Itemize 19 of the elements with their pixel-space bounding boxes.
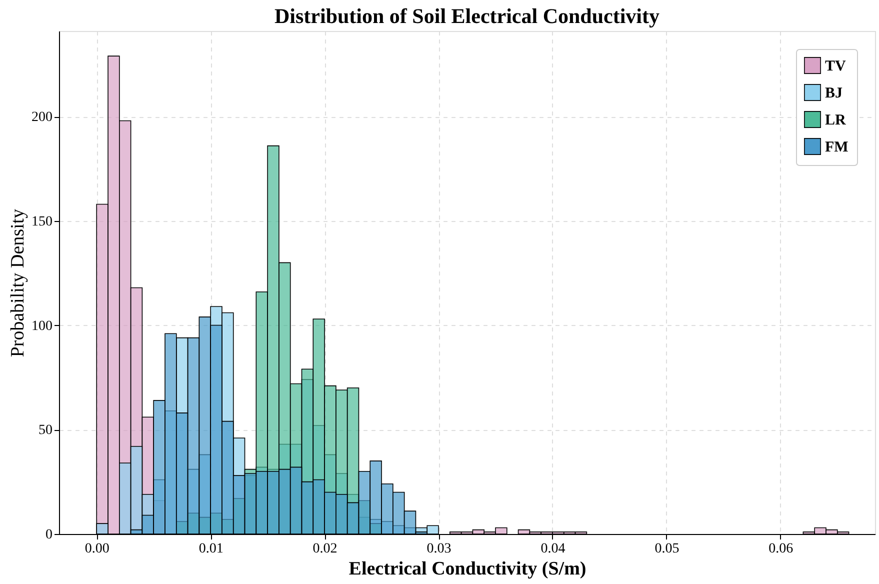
y-tick-label: 200 xyxy=(32,110,52,126)
x-tick-label: 0.06 xyxy=(768,542,794,556)
x-tick-label: 0.02 xyxy=(312,542,338,556)
x-axis-title: Electrical Conductivity (S/m) xyxy=(348,558,586,580)
y-tick-label: 100 xyxy=(32,318,52,334)
legend-label: TV xyxy=(825,58,846,74)
x-tick-label: 0.04 xyxy=(540,542,566,556)
legend-label: FM xyxy=(825,140,848,156)
legend-label: BJ xyxy=(825,86,844,102)
y-tick-label: 50 xyxy=(38,423,52,438)
x-tick-label: 0.03 xyxy=(426,542,452,556)
y-tick-label: 150 xyxy=(32,214,52,230)
chart-title: Distribution of Soil Electrical Conductivity xyxy=(274,4,660,28)
legend-label: LR xyxy=(825,112,846,128)
y-tick-label: 0 xyxy=(46,528,52,542)
x-tick-label: 0.01 xyxy=(198,542,224,556)
y-axis-title: Probability Density xyxy=(8,208,28,358)
x-tick-label: 0.05 xyxy=(654,542,680,556)
x-tick-label: 0.00 xyxy=(84,542,110,556)
